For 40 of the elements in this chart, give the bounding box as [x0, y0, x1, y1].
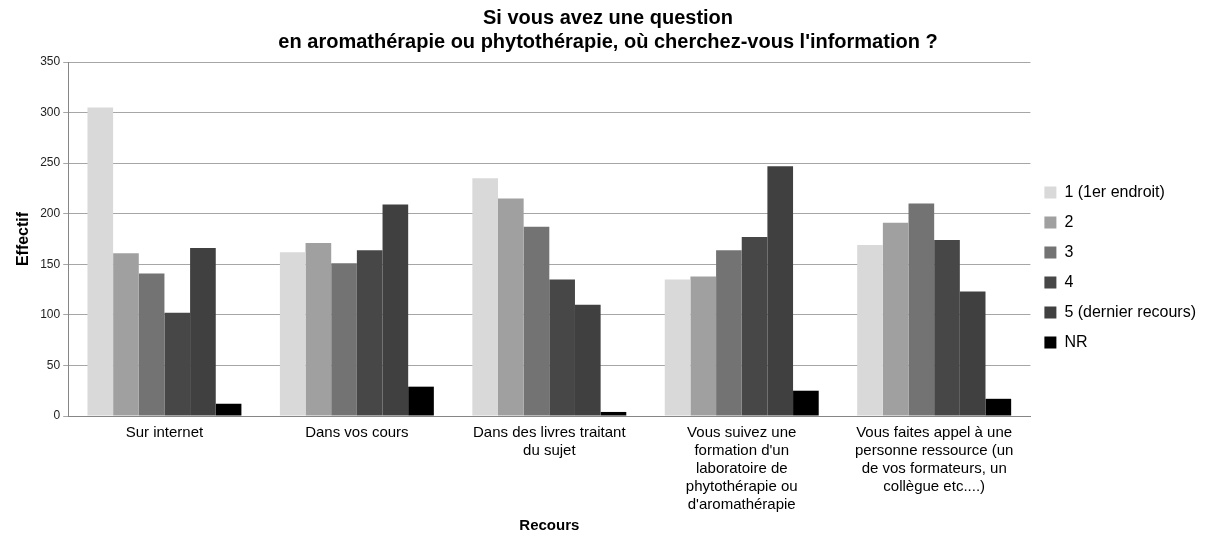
bar — [87, 107, 114, 416]
y-tick-label: 350 — [40, 54, 61, 69]
bar — [305, 243, 332, 416]
y-tick-label: 0 — [53, 408, 61, 423]
legend-label: NR — [1064, 332, 1088, 350]
bar — [279, 252, 306, 416]
x-tick-label: Dans vos cours — [305, 423, 409, 441]
y-tick-label: 250 — [40, 155, 61, 170]
y-tick-label: 100 — [40, 307, 61, 322]
chart-title: Si vous avez une question en aromathérapie ou phytothérapie, où cherchez-vous l'information ? — [278, 5, 938, 52]
bar — [472, 178, 498, 416]
bar — [908, 203, 935, 416]
legend-label: 3 — [1064, 242, 1074, 260]
legend-label: 4 — [1064, 272, 1074, 290]
legend-label: 5 (dernier recours) — [1064, 302, 1197, 320]
bar — [793, 390, 819, 416]
x-tick-label: Sur internet — [125, 423, 205, 441]
bar — [716, 250, 742, 416]
bar — [600, 411, 627, 416]
bar — [857, 245, 883, 416]
bar — [523, 226, 550, 416]
bar — [408, 386, 434, 416]
x-tick-label: Vous suivez une formation d'un laboratoire de phytothérapie ou d'aromathérapie — [685, 423, 798, 513]
x-axis-title: Recours — [519, 516, 580, 534]
bar — [985, 398, 1012, 416]
y-tick-label: 150 — [40, 256, 61, 271]
legend-label: 2 — [1064, 212, 1074, 230]
bar — [690, 276, 717, 416]
y-tick-label: 50 — [46, 357, 61, 372]
y-tick-label: 200 — [40, 206, 61, 221]
bar — [882, 222, 909, 416]
bar — [664, 279, 691, 416]
y-axis-title: Effectif — [14, 211, 32, 267]
legend-label: 1 (1er endroit) — [1064, 182, 1165, 200]
bar — [331, 263, 357, 416]
x-tick-label: Vous faites appel à une personne ressource (un de vos formateurs, un collègue etc....) — [854, 423, 1014, 495]
y-tick-label: 300 — [40, 104, 61, 119]
bar — [138, 273, 165, 416]
bar — [215, 403, 242, 416]
x-tick-label: Dans des livres traitant du sujet — [473, 423, 627, 459]
